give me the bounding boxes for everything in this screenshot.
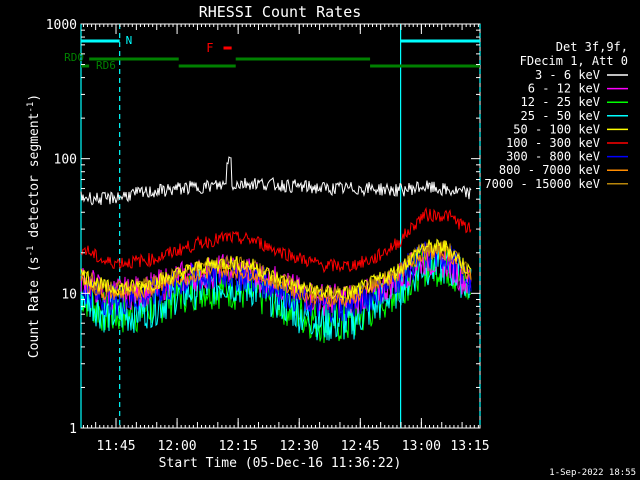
legend-label-2: 12 - 25 keV [521,95,600,109]
legend-label-3: 25 - 50 keV [521,109,600,123]
plot-frame [80,23,481,429]
series-line-1 [80,243,472,316]
y-tick-label: 10 [61,287,77,302]
y-tick-label: 100 [54,153,77,168]
legend-label-0: 3 - 6 keV [535,68,600,82]
night-label: N [126,34,133,47]
footer-timestamp: 1-Sep-2022 18:55 [549,468,636,478]
series-line-3 [80,246,472,341]
x-tick-label: 12:15 [219,439,258,454]
y-axis-label-main: Count Rate (s [27,256,42,358]
annotation-layer: N F RD0 RD6 [64,24,481,428]
legend-label-7: 800 - 7000 keV [499,163,600,177]
x-tick-label: 12:00 [158,439,197,454]
series-layer [80,156,472,344]
series-line-4 [80,238,472,301]
legend-label-5: 100 - 300 keV [506,136,600,150]
y-axis: 1 10 100 1000 [46,18,480,437]
chart-title: RHESSI Count Rates [199,3,362,21]
y-axis-label-sup2: -1 [26,102,36,113]
rd6-label: RD6 [96,59,116,72]
x-axis-label: Start Time (05-Dec-16 11:36:22) [159,456,402,471]
legend-header-1: Det 3f,9f, [556,40,628,54]
x-tick-label: 11:45 [96,439,135,454]
series-line-5 [80,206,472,274]
legend-label-4: 50 - 100 keV [513,122,600,136]
series-line-6 [80,240,472,323]
y-tick-label: 1 [69,422,77,437]
y-axis-label: Count Rate (s-1 detector segment-1) [26,94,42,358]
series-line-0 [80,156,472,206]
legend-header-2: FDecim 1, Att 0 [520,54,628,68]
y-axis-label-tail: detector segment [27,113,42,246]
x-axis: 11:45 12:00 12:15 12:30 12:45 13:00 13:15 [82,24,490,454]
x-tick-label: 12:45 [341,439,380,454]
x-tick-label: 13:00 [402,439,441,454]
legend-label-6: 300 - 800 keV [506,150,600,164]
y-axis-label-close: ) [27,94,42,102]
x-tick-label: 13:15 [450,439,489,454]
y-tick-label: 1000 [46,18,77,33]
y-axis-label-sup: -1 [26,246,36,257]
legend-label-1: 6 - 12 keV [528,82,600,96]
legend-label-8: 7000 - 15000 keV [484,177,600,191]
rd0-label: RD0 [64,51,84,64]
flare-label: F [206,41,213,55]
x-tick-label: 12:30 [280,439,319,454]
